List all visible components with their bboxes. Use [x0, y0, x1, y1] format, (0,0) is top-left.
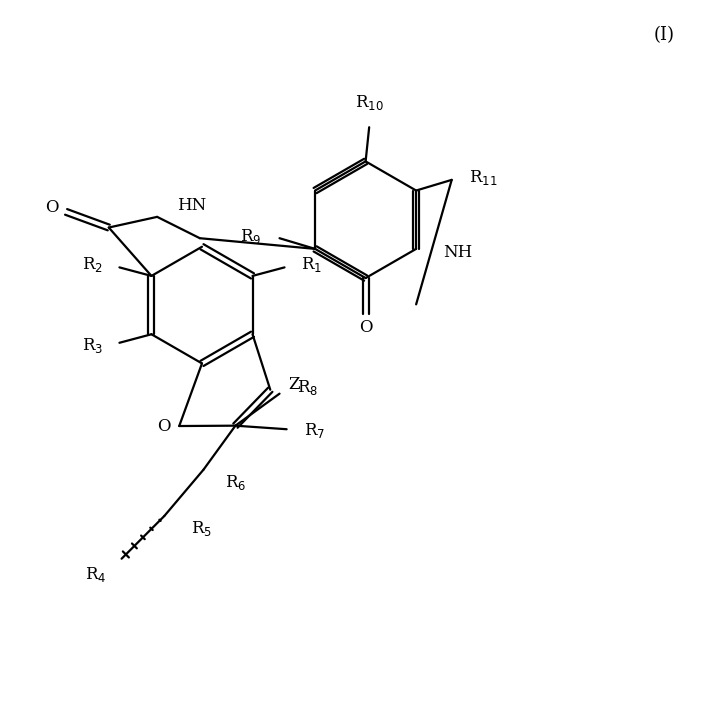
- Text: Z: Z: [288, 376, 300, 392]
- Text: R$_4$: R$_4$: [85, 565, 106, 584]
- Text: R$_3$: R$_3$: [82, 336, 103, 355]
- Text: R$_8$: R$_8$: [298, 379, 318, 397]
- Text: R$_7$: R$_7$: [305, 421, 326, 440]
- Text: O: O: [45, 199, 59, 216]
- Text: HN: HN: [177, 197, 206, 214]
- Text: (I): (I): [654, 26, 675, 43]
- Text: R$_5$: R$_5$: [191, 519, 212, 539]
- Text: R$_{11}$: R$_{11}$: [470, 168, 498, 188]
- Text: O: O: [359, 319, 372, 337]
- Text: R$_6$: R$_6$: [224, 473, 246, 492]
- Text: R$_9$: R$_9$: [240, 227, 262, 245]
- Text: O: O: [157, 418, 171, 434]
- Text: R$_2$: R$_2$: [82, 255, 103, 274]
- Text: R$_{10}$: R$_{10}$: [355, 93, 384, 111]
- Text: R$_1$: R$_1$: [301, 255, 322, 274]
- Text: NH: NH: [443, 244, 473, 261]
